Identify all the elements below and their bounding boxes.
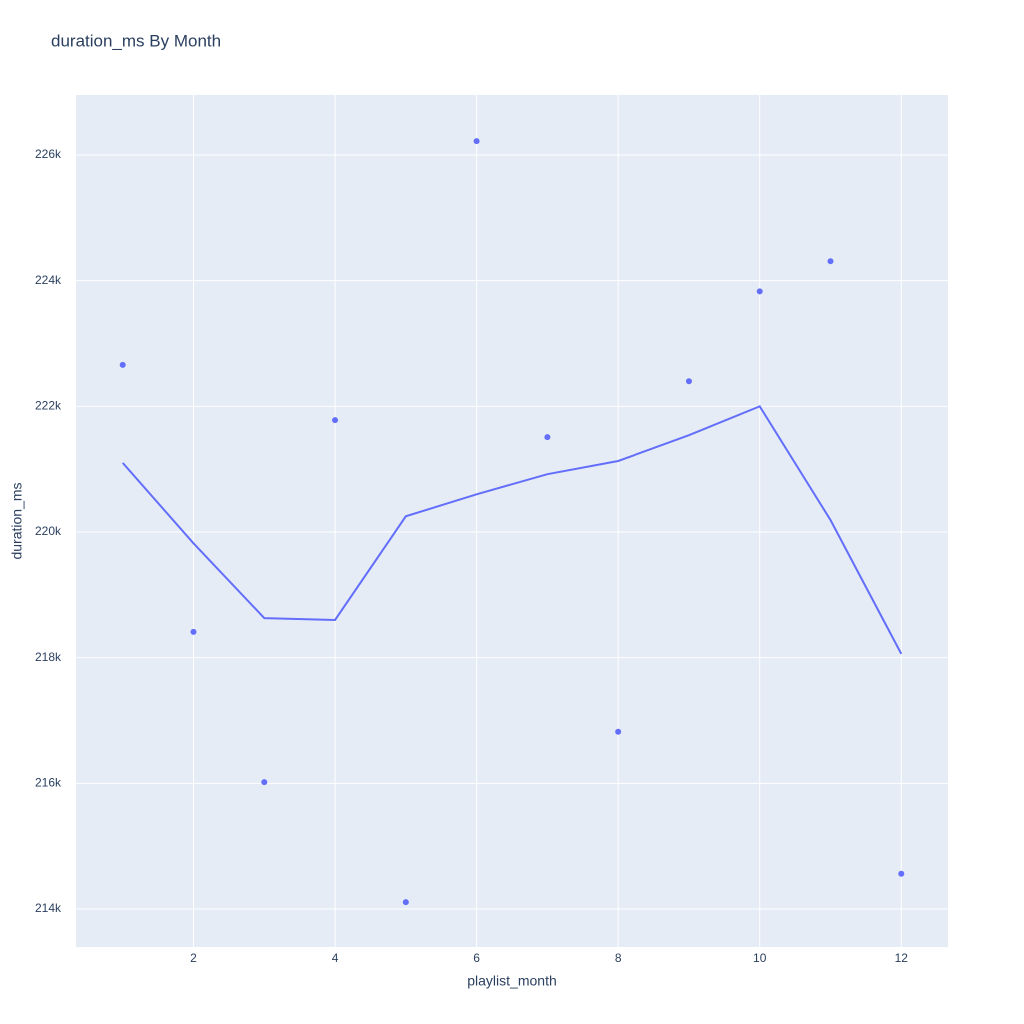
point [473, 138, 480, 145]
point [756, 288, 763, 295]
x-axis-title: playlist_month [467, 973, 557, 989]
trend-line [121, 405, 903, 655]
y-tick-label: 214k [35, 901, 62, 915]
y-tick-label: 222k [35, 399, 62, 413]
y-tick-label: 216k [35, 775, 62, 789]
point [261, 779, 268, 786]
y-tick-label: 218k [35, 650, 62, 664]
point [827, 258, 834, 265]
chart-title: duration_ms By Month [51, 31, 221, 50]
x-tick-label: 6 [473, 951, 480, 965]
y-tick-label: 226k [35, 147, 62, 161]
point [685, 378, 692, 385]
point [332, 417, 339, 424]
plot-area [76, 95, 948, 947]
x-tick-label: 12 [895, 951, 909, 965]
x-tick-label: 8 [615, 951, 622, 965]
x-tick-label: 2 [190, 951, 197, 965]
y-axis-title: duration_ms [9, 482, 25, 559]
point [615, 728, 622, 735]
x-tick-label: 10 [753, 951, 767, 965]
x-tick-label: 4 [332, 951, 339, 965]
point [544, 434, 551, 441]
point [190, 628, 197, 635]
y-tick-label: 224k [35, 273, 62, 287]
y-tick-label: 220k [35, 524, 62, 538]
point [119, 361, 126, 368]
point [402, 899, 409, 906]
point [898, 870, 905, 877]
